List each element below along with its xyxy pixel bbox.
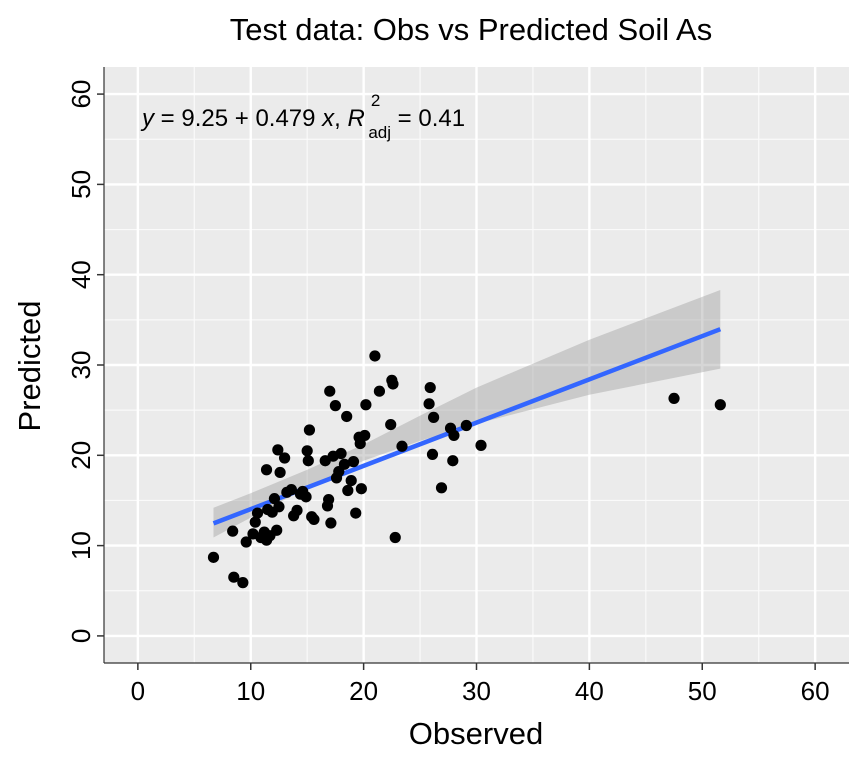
chart-title: Test data: Obs vs Predicted Soil As <box>230 12 712 47</box>
data-point <box>260 464 273 476</box>
eq-slope: 0.479 <box>255 105 315 132</box>
data-point <box>325 517 337 529</box>
data-point <box>396 440 408 452</box>
data-point <box>291 504 303 516</box>
x-tick-label: 60 <box>801 676 830 706</box>
data-point <box>302 455 314 467</box>
data-point <box>475 439 487 451</box>
x-axis-title: Observed <box>409 716 543 751</box>
eq-r2-sub: adj <box>368 123 391 142</box>
y-axis-ticks: 0 10 20 30 40 50 60 <box>66 80 104 643</box>
data-point <box>359 429 371 442</box>
data-point <box>342 484 354 497</box>
y-tick-label: 30 <box>66 351 96 380</box>
y-tick-label: 10 <box>66 531 96 560</box>
data-point <box>273 501 285 513</box>
data-point <box>324 385 336 397</box>
data-point <box>389 531 401 544</box>
y-tick-label: 40 <box>66 260 96 289</box>
data-point <box>428 411 440 423</box>
data-point <box>271 524 283 536</box>
data-point <box>249 516 261 528</box>
data-point <box>335 447 347 460</box>
data-point <box>345 474 357 487</box>
data-point <box>447 455 459 467</box>
data-point <box>360 399 372 411</box>
y-tick-label: 50 <box>66 170 96 199</box>
data-point <box>423 398 435 410</box>
data-point <box>668 392 680 405</box>
data-point <box>460 419 472 432</box>
data-point <box>350 507 362 519</box>
data-point <box>329 400 342 412</box>
eq-r2-value: 0.41 <box>418 105 465 132</box>
data-point <box>323 493 335 506</box>
data-point <box>300 491 312 503</box>
data-point <box>341 410 353 423</box>
data-point <box>355 483 367 495</box>
x-tick-label: 40 <box>575 676 604 706</box>
data-point <box>237 577 249 589</box>
eq-r2-sup: 2 <box>371 91 380 110</box>
y-tick-label: 20 <box>66 441 96 470</box>
y-tick-label: 60 <box>66 80 96 109</box>
eq-r-symbol: R <box>348 105 365 132</box>
data-point <box>347 456 360 468</box>
data-point <box>272 444 284 456</box>
data-point <box>228 571 240 583</box>
major-gridlines <box>104 67 849 663</box>
data-point <box>435 482 448 494</box>
data-point <box>385 419 397 431</box>
data-point <box>303 424 316 436</box>
eq-x-symbol: x <box>321 105 335 132</box>
x-tick-label: 20 <box>349 676 378 706</box>
x-tick-label: 10 <box>236 676 265 706</box>
data-point <box>387 378 399 390</box>
data-point <box>426 448 439 460</box>
data-point <box>301 445 313 457</box>
data-points <box>207 350 726 589</box>
data-point <box>424 381 436 394</box>
data-point <box>279 452 291 464</box>
x-tick-label: 30 <box>462 676 491 706</box>
regression-equation: y = 9.25 + 0.479 x, R2 adj = 0.41 <box>140 91 465 142</box>
eq-intercept: 9.25 <box>181 105 228 132</box>
data-point <box>251 507 264 519</box>
y-tick-label: 0 <box>66 629 96 643</box>
x-tick-label: 50 <box>688 676 717 706</box>
data-point <box>207 551 220 563</box>
data-point <box>373 385 386 397</box>
data-point <box>227 525 239 537</box>
data-point <box>240 536 252 548</box>
data-point <box>285 484 297 496</box>
data-point <box>714 399 726 411</box>
x-tick-label: 0 <box>131 676 145 706</box>
confidence-band <box>213 290 721 538</box>
x-axis-ticks: 0 10 20 30 40 50 60 <box>131 663 830 706</box>
y-axis-title: Predicted <box>12 301 47 432</box>
data-point <box>448 429 460 442</box>
data-point <box>308 513 320 526</box>
data-point <box>338 458 351 470</box>
data-point <box>274 466 286 479</box>
data-point <box>369 350 381 362</box>
eq-y-symbol: y <box>140 105 156 132</box>
